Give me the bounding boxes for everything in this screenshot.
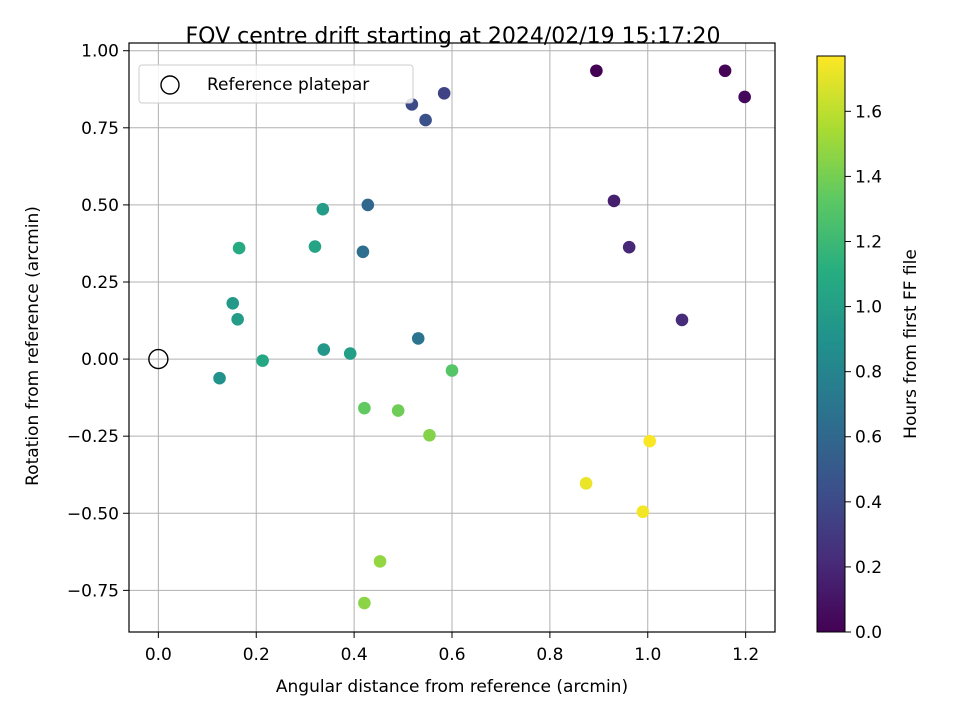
data-point xyxy=(411,332,425,345)
grid-lines xyxy=(129,43,775,632)
colorbar-tick-label: 1.4 xyxy=(855,167,882,187)
data-point xyxy=(391,404,405,417)
data-point xyxy=(738,90,751,104)
x-tick-label: 0.2 xyxy=(243,645,270,665)
data-point xyxy=(308,240,322,253)
y-tick-label: −0.25 xyxy=(67,427,119,447)
x-tick-label: 0.4 xyxy=(341,645,368,665)
colorbar-ticks: 0.0 0.2 0.4 0.6 0.8 1.0 1.2 1.4 1.6 xyxy=(845,102,882,643)
data-point xyxy=(256,354,269,367)
reference-platepar-point xyxy=(148,348,169,370)
data-point xyxy=(445,364,459,377)
legend-box xyxy=(138,64,414,104)
x-axis-ticks: 0.0 0.2 0.4 0.6 0.8 1.0 1.2 xyxy=(145,632,759,665)
y-tick-label: 0.50 xyxy=(81,196,119,216)
colorbar-gradient xyxy=(816,55,846,633)
colorbar-tick-label: 0.6 xyxy=(855,428,882,448)
y-tick-label: −0.75 xyxy=(67,581,119,601)
x-tick-label: 1.0 xyxy=(634,645,661,665)
colorbar-tick-label: 1.2 xyxy=(855,232,882,252)
y-tick-label: 0.25 xyxy=(81,273,119,293)
data-point xyxy=(358,596,371,610)
chart-title: FOV centre drift starting at 2024/02/19 … xyxy=(186,24,721,49)
x-tick-label: 0.6 xyxy=(438,645,465,665)
y-axis-ticks: 1.00 0.75 0.50 0.25 0.00 −0.25 −0.50 −0.75 xyxy=(67,42,129,601)
data-point xyxy=(636,505,650,519)
data-point xyxy=(437,86,451,100)
data-point xyxy=(358,401,371,415)
colorbar-tick-label: 1.0 xyxy=(855,298,882,318)
data-point xyxy=(316,202,330,216)
data-point xyxy=(317,343,331,356)
colorbar-tick-label: 0.4 xyxy=(855,493,882,513)
data-point xyxy=(590,64,603,78)
data-point xyxy=(361,198,375,212)
y-tick-label: 0.75 xyxy=(81,119,119,139)
x-tick-label: 0.0 xyxy=(145,645,172,665)
y-axis-label: Rotation from reference (arcmin) xyxy=(23,206,43,486)
y-tick-label: 0.00 xyxy=(81,350,119,370)
data-point xyxy=(343,347,357,360)
legend-marker-open-circle xyxy=(160,75,180,95)
data-point xyxy=(607,194,621,208)
x-tick-label: 0.8 xyxy=(536,645,563,665)
colorbar-tick-label: 1.6 xyxy=(855,102,882,122)
data-point xyxy=(356,245,370,259)
y-tick-label: −0.50 xyxy=(67,504,119,524)
data-point xyxy=(718,64,732,78)
data-point xyxy=(579,477,593,490)
data-point xyxy=(675,313,689,327)
data-point xyxy=(226,296,240,310)
data-point xyxy=(419,113,432,127)
legend: Reference platepar xyxy=(138,64,414,104)
colorbar-label: Hours from first FF file xyxy=(901,249,921,439)
colorbar-tick-label: 0.2 xyxy=(855,558,882,578)
data-point xyxy=(423,428,436,442)
x-tick-label: 1.2 xyxy=(732,645,759,665)
x-axis-label: Angular distance from reference (arcmin) xyxy=(276,677,628,697)
data-point xyxy=(643,434,657,448)
data-point xyxy=(373,555,387,568)
colorbar: 0.0 0.2 0.4 0.6 0.8 1.0 1.2 1.4 1.6 Hours from f… xyxy=(816,55,921,643)
colorbar-tick-label: 0.0 xyxy=(855,623,882,643)
legend-entry-label: Reference platepar xyxy=(207,75,369,95)
data-point xyxy=(622,240,636,254)
colorbar-tick-label: 0.8 xyxy=(855,363,882,383)
data-point xyxy=(231,313,244,326)
data-point xyxy=(232,241,246,255)
y-tick-label: 1.00 xyxy=(81,42,119,62)
data-point xyxy=(213,371,226,385)
data-points xyxy=(148,64,751,610)
